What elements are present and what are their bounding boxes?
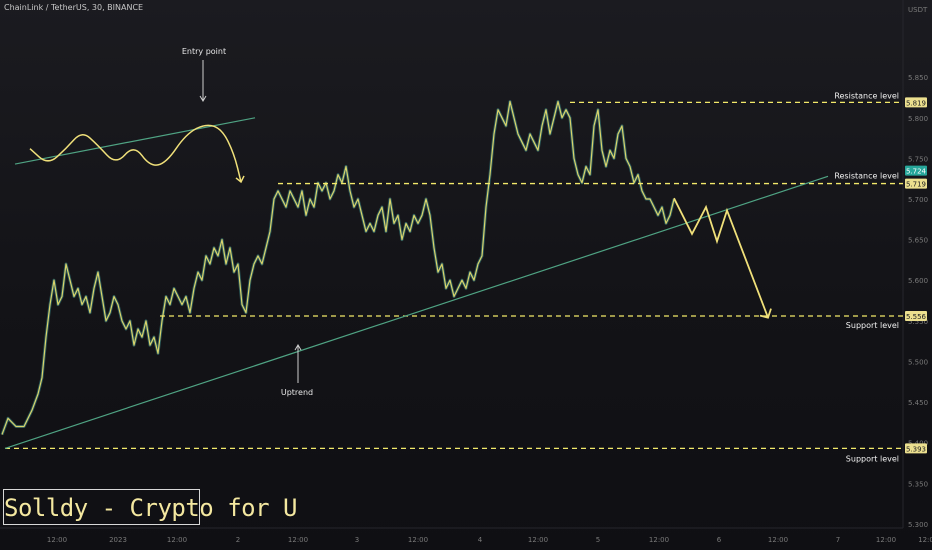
y-tick-label: 5.750 — [908, 155, 928, 163]
support-label-upper: Support level — [846, 321, 899, 330]
x-tick-label: 2023 — [109, 536, 127, 544]
entry-wave-arrowhead — [235, 175, 245, 184]
entry-point-label: Entry point — [182, 47, 226, 56]
x-tick-label: 7 — [836, 536, 840, 544]
y-tick-label: 5.650 — [908, 237, 928, 245]
x-tick-label: 12:00 — [167, 536, 187, 544]
price-tag-resistance-lower-bg — [905, 178, 927, 189]
y-tick-label: 5.800 — [908, 115, 928, 123]
y-tick-label: 5.350 — [908, 480, 928, 488]
x-tick-label: 12:00 — [876, 536, 896, 544]
price-tag-support-lower: 5.393 — [906, 445, 926, 453]
entry-wave-path — [29, 124, 242, 183]
price-tag-current: 5.724 — [906, 168, 927, 176]
x-tick-label: 5 — [596, 536, 600, 544]
price-tag-resistance-upper-bg — [905, 97, 927, 108]
watermark-logo: Solldy - Crypto for U — [3, 489, 297, 525]
price-tag-support-upper-bg — [905, 310, 927, 321]
price-tag-support-lower-bg — [905, 443, 927, 454]
x-tick-label: 4 — [478, 536, 483, 544]
x-tick-label: 12:00 — [408, 536, 428, 544]
x-tick-label: 12:00 — [288, 536, 308, 544]
price-tag-current-bg — [905, 165, 927, 176]
x-tick-label: 12:00 — [47, 536, 67, 544]
uptrend-line — [4, 175, 829, 449]
x-tick-label: 2 — [236, 536, 240, 544]
wave-trend-line — [14, 117, 256, 165]
price-tag-resistance-lower: 5.719 — [906, 181, 926, 189]
y-tick-label: 5.600 — [908, 277, 928, 285]
y-tick-label: 5.700 — [908, 196, 928, 204]
x-tick-label: 6 — [717, 536, 722, 544]
support-label-lower: Support level — [846, 454, 899, 463]
price-tag-support-upper: 5.556 — [906, 313, 927, 321]
y-tick-label: 5.300 — [908, 521, 928, 529]
uptrend-arrowhead — [294, 344, 302, 351]
y-tick-label: 5.450 — [908, 399, 928, 407]
symbol-title: ChainLink / TetherUS, 30, BINANCE — [4, 3, 144, 12]
price-series-line — [1, 100, 675, 435]
entry-point-arrowhead — [199, 95, 207, 102]
x-tick-label: 12:00 — [528, 536, 548, 544]
x-tick-label: 12:00 — [649, 536, 669, 544]
resistance-label-lower: Resistance level — [834, 172, 899, 181]
projection-arrowhead — [759, 308, 772, 319]
projection-path — [673, 197, 769, 318]
y-tick-label: 5.500 — [908, 358, 928, 366]
x-tick-label: 12:00 — [768, 536, 788, 544]
x-tick-label: 3 — [355, 536, 359, 544]
price-tag-resistance-upper: 5.819 — [906, 99, 926, 107]
y-tick-label: 5.550 — [908, 318, 928, 326]
resistance-label-upper: Resistance level — [834, 91, 899, 100]
x-tick-label: 12:0 — [918, 536, 932, 544]
y-tick-label: 5.850 — [908, 74, 928, 82]
uptrend-label: Uptrend — [281, 388, 313, 397]
currency-label: USDT — [908, 6, 928, 14]
